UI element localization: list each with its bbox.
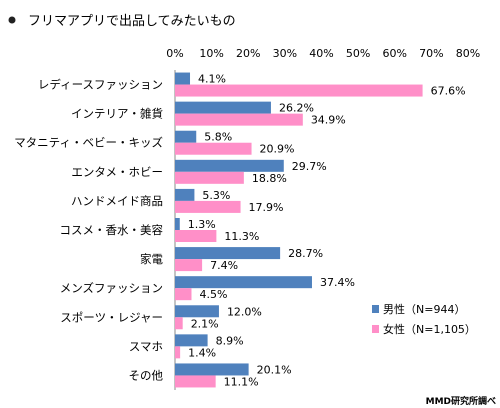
category-label: その他 [129,368,164,382]
data-label-male: 1.3% [188,218,216,231]
category-label: レディースファッション [38,78,163,92]
category-label: コスメ・香水・美容 [60,223,164,237]
bar-female [175,113,303,126]
data-label-female: 34.9% [311,114,346,127]
category-label: メンズファッション [60,281,163,295]
bar-female [175,346,181,359]
bar-male [175,72,191,85]
bar-female [175,230,217,242]
legend-entry: 男性（N=944） [383,302,465,316]
data-label-female: 4.5% [199,288,227,301]
data-label-male: 8.9% [216,334,244,347]
bar-female [175,171,244,184]
bar-male [175,159,284,172]
x-tick-label: 60% [383,47,407,60]
data-label-male: 5.3% [202,189,230,202]
category-label: スポーツ・レジャー [60,310,163,324]
data-label-male: 26.2% [279,102,314,115]
data-label-male: 20.1% [257,363,292,376]
category-label: ハンドメイド商品 [71,194,163,208]
bar-male [175,334,208,347]
chart-title: フリマアプリで出品してみたいもの [28,14,236,29]
legend-swatch [372,325,379,333]
data-label-male: 12.0% [227,305,262,318]
bar-female [175,288,192,301]
legend-swatch [372,305,379,313]
data-label-male: 37.4% [320,276,355,289]
bar-female [175,317,183,330]
x-tick-label: 40% [309,47,333,60]
bar-female [175,375,216,388]
bar-female [175,142,252,155]
title-bullet-icon [8,16,16,24]
x-tick-label: 10% [199,47,223,60]
data-label-female: 17.9% [249,201,284,214]
data-label-female: 1.4% [188,346,216,359]
data-label-female: 11.1% [224,375,259,388]
bar-male [175,363,249,376]
data-label-female: 2.1% [191,317,219,330]
x-tick-label: 70% [419,47,443,60]
x-tick-label: 80% [456,47,480,60]
data-label-male: 4.1% [198,73,226,86]
bar-female [175,259,203,272]
bar-female [175,84,423,97]
bar-male [175,305,219,318]
x-tick-label: 50% [346,47,370,60]
data-label-male: 5.8% [204,131,232,144]
data-label-female: 11.3% [224,230,259,243]
x-tick-label: 0% [166,47,183,60]
source-note: MMD研究所調べ [426,395,496,407]
bar-male [175,218,180,230]
category-label: エンタメ・ホビー [71,165,163,179]
category-label: インテリア・雑貨 [71,107,163,121]
bar-male [175,130,197,143]
bar-male [175,276,312,289]
bar-male [175,188,195,201]
data-label-male: 29.7% [292,160,327,173]
category-label: マタニティ・ベビー・キッズ [14,136,163,150]
bar-male [175,247,281,260]
data-label-female: 18.8% [252,172,287,185]
legend-entry: 女性（N=1,105） [383,322,476,336]
data-label-female: 20.9% [260,143,295,156]
x-tick-label: 30% [273,47,297,60]
bar-male [175,101,271,114]
category-label: 家電 [140,252,163,266]
bar-female [175,200,241,213]
data-label-female: 67.6% [431,85,466,98]
data-label-male: 28.7% [288,247,323,260]
x-tick-label: 20% [236,47,260,60]
data-label-female: 7.4% [210,259,238,272]
category-label: スマホ [129,339,163,353]
